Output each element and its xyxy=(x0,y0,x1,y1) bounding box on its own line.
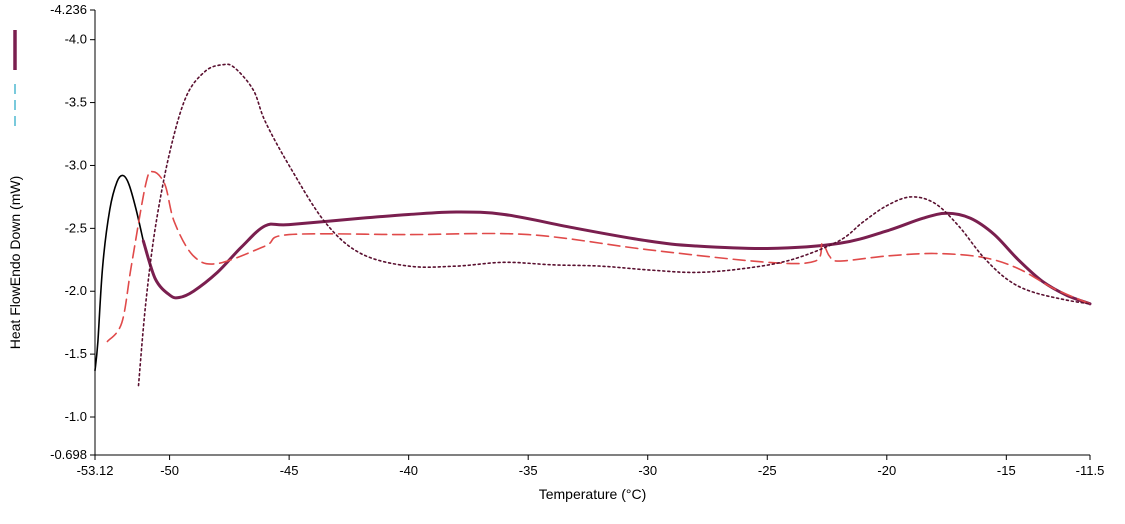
y-tick-label: -2.0 xyxy=(65,283,87,298)
series-line-4 xyxy=(137,63,1091,387)
y-tick-label: -3.0 xyxy=(65,157,87,172)
y-axis-title: Heat FlowEndo Down (mW) xyxy=(7,176,23,350)
x-tick-label: -53.12 xyxy=(77,463,114,478)
x-tick-label: -15 xyxy=(997,463,1016,478)
y-tick-label: -1.5 xyxy=(65,346,87,361)
x-tick-label: -11.5 xyxy=(1076,463,1105,478)
y-tick-label: -4.236 xyxy=(50,2,87,17)
y-tick-label: -1.0 xyxy=(65,409,87,424)
x-tick-label: -30 xyxy=(638,463,657,478)
series-line-2 xyxy=(141,210,1092,306)
x-axis-title: Temperature (°C) xyxy=(539,486,647,502)
x-tick-label: -35 xyxy=(519,463,538,478)
axes-layer: -4.236 -4.0 -3.5 -3.0 -2.5 -2.0 -1.5 -1.0 -0.698… xyxy=(50,2,1104,478)
x-tick-label: -25 xyxy=(758,463,777,478)
series-line-3 xyxy=(106,170,1091,343)
series-line-1 xyxy=(94,174,145,372)
y-tick-label: -4.0 xyxy=(65,32,87,47)
y-tick-label: -3.5 xyxy=(65,95,87,110)
x-tick-label: -45 xyxy=(280,463,299,478)
y-tick-label: -2.5 xyxy=(65,220,87,235)
x-tick-label: -20 xyxy=(877,463,896,478)
x-tick-label: -50 xyxy=(160,463,179,478)
y-tick-label: -0.698 xyxy=(50,447,87,462)
series-layer xyxy=(94,63,1092,387)
x-tick-label: -40 xyxy=(399,463,418,478)
